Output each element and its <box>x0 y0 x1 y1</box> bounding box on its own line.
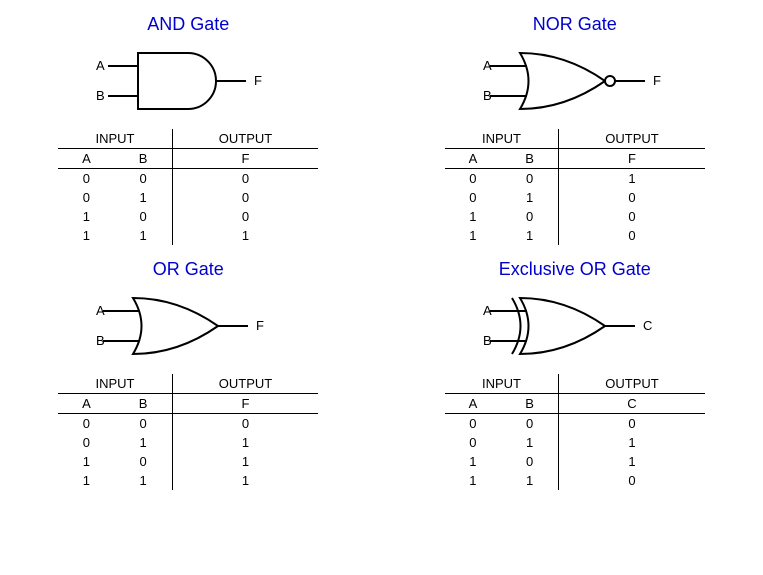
output-label: F <box>653 73 661 88</box>
table-row: 010 <box>445 188 705 207</box>
truth-table: INPUT OUTPUT ABF 000 010 100 111 <box>58 129 318 245</box>
table-column-header: ABF <box>58 394 318 414</box>
input-label-a: A <box>483 58 492 73</box>
table-row: 111 <box>58 471 318 490</box>
truth-table: INPUT OUTPUT ABF 001 010 100 110 <box>445 129 705 245</box>
table-section-header: INPUT OUTPUT <box>445 129 705 149</box>
truth-table: INPUT OUTPUT ABF 000 011 101 111 <box>58 374 318 490</box>
and-gate-symbol: AB F <box>78 41 298 121</box>
table-section-header: INPUT OUTPUT <box>58 374 318 394</box>
input-label-b: B <box>96 88 105 103</box>
output-label: C <box>643 318 652 333</box>
input-label-a: A <box>96 58 105 73</box>
table-row: 101 <box>58 452 318 471</box>
input-label-b: B <box>483 88 492 103</box>
table-row: 110 <box>445 226 705 245</box>
table-row: 000 <box>445 414 705 434</box>
table-column-header: ABF <box>445 149 705 169</box>
table-row: 000 <box>58 169 318 189</box>
table-section-header: INPUT OUTPUT <box>445 374 705 394</box>
output-label: F <box>254 73 262 88</box>
table-column-header: ABF <box>58 149 318 169</box>
nor-gate-symbol: AB F <box>465 41 685 121</box>
gate-title: Exclusive OR Gate <box>499 259 651 280</box>
table-section-header: INPUT OUTPUT <box>58 129 318 149</box>
table-row: 011 <box>58 433 318 452</box>
gate-title: OR Gate <box>153 259 224 280</box>
nor-gate-block: NOR Gate AB F INPUT OUTPUT ABF 001 010 10… <box>397 10 754 245</box>
table-row: 001 <box>445 169 705 189</box>
xor-gate-symbol: AB C <box>465 286 685 366</box>
table-row: 011 <box>445 433 705 452</box>
table-row: 111 <box>58 226 318 245</box>
table-row: 110 <box>445 471 705 490</box>
table-row: 000 <box>58 414 318 434</box>
input-label-a: A <box>96 303 105 318</box>
input-label-b: B <box>96 333 105 348</box>
table-row: 100 <box>445 207 705 226</box>
gate-title: AND Gate <box>147 14 229 35</box>
output-label: F <box>256 318 264 333</box>
or-gate-block: OR Gate AB F INPUT OUTPUT ABF 000 011 101… <box>10 255 367 490</box>
table-row: 010 <box>58 188 318 207</box>
input-label-b: B <box>483 333 492 348</box>
or-gate-symbol: AB F <box>78 286 298 366</box>
table-row: 101 <box>445 452 705 471</box>
table-column-header: ABC <box>445 394 705 414</box>
gate-title: NOR Gate <box>533 14 617 35</box>
truth-table: INPUT OUTPUT ABC 000 011 101 110 <box>445 374 705 490</box>
xor-gate-block: Exclusive OR Gate AB C INPUT OUTPUT ABC 0… <box>397 255 754 490</box>
input-label-a: A <box>483 303 492 318</box>
table-row: 100 <box>58 207 318 226</box>
and-gate-block: AND Gate AB F INPUT OUTPUT ABF 000 010 10… <box>10 10 367 245</box>
